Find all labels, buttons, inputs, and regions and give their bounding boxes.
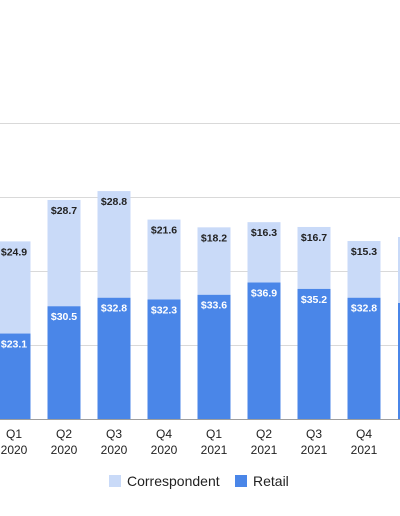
legend-label-retail: Retail	[253, 473, 289, 489]
data-label-correspondent: $28.7	[51, 205, 77, 217]
x-tick-label-year: 2021	[301, 443, 328, 457]
bar-correspondent	[247, 222, 281, 283]
data-label-retail: $32.8	[351, 303, 377, 315]
bar-correspondent	[297, 226, 331, 289]
data-labels: $23.1 $24.9 $30.5 $28.7 $32.8 $28.8 $32.3 $21.6…	[1, 196, 377, 350]
x-tick-label-quarter: Q3	[106, 427, 122, 441]
data-label-correspondent: $15.3	[351, 246, 377, 258]
data-label-retail: $36.9	[251, 287, 277, 299]
bar-correspondent	[147, 219, 181, 300]
data-label-correspondent: $16.7	[301, 232, 327, 244]
bar-retail	[197, 294, 231, 419]
bars	[0, 191, 381, 419]
x-tick-label-year: 2020	[101, 443, 128, 457]
x-tick-label-quarter: Q1	[6, 427, 22, 441]
x-tick-label-quarter: Q2	[56, 427, 72, 441]
x-tick-label-year: 2021	[201, 443, 228, 457]
data-label-retail: $23.1	[1, 339, 27, 351]
bar-correspondent	[97, 191, 131, 298]
partial-edge-bars	[398, 237, 400, 419]
bar-correspondent	[47, 199, 81, 307]
bar-retail	[147, 299, 181, 419]
data-label-retail: $30.5	[51, 311, 77, 323]
data-label-retail: $32.3	[151, 304, 177, 316]
bar-retail	[297, 288, 331, 419]
bar-correspondent	[347, 241, 381, 298]
data-label-correspondent: $28.8	[101, 196, 127, 208]
data-label-retail: $32.8	[101, 303, 127, 315]
x-tick-label-quarter: Q2	[256, 427, 272, 441]
bar-retail	[0, 333, 31, 419]
legend-swatch-correspondent	[109, 475, 121, 487]
data-label-retail: $33.6	[201, 300, 227, 312]
legend-swatch-retail	[235, 475, 247, 487]
x-tick-label-quarter: Q1	[206, 427, 222, 441]
data-label-correspondent: $18.2	[201, 232, 227, 244]
bar-correspondent	[0, 241, 31, 334]
data-label-retail: $35.2	[301, 294, 327, 306]
data-label-correspondent: $24.9	[1, 246, 27, 258]
data-label-correspondent: $21.6	[151, 225, 177, 237]
x-tick-label-year: 2020	[151, 443, 178, 457]
edge-bar-correspondent	[398, 237, 400, 303]
legend-label-correspondent: Correspondent	[127, 473, 220, 489]
x-tick-label-year: 2020	[1, 443, 28, 457]
x-tick-label-year: 2020	[51, 443, 78, 457]
bar-correspondent	[197, 227, 231, 295]
x-tick-label-year: 2021	[351, 443, 378, 457]
bar-retail	[97, 297, 131, 419]
bar-retail	[347, 297, 381, 419]
edge-bar-retail	[398, 303, 400, 419]
x-tick-label-quarter: Q3	[306, 427, 322, 441]
x-tick-label-year: 2021	[251, 443, 278, 457]
bar-retail	[247, 282, 281, 419]
x-tick-label-quarter: Q4	[356, 427, 372, 441]
data-label-correspondent: $16.3	[251, 227, 277, 239]
bar-retail	[47, 306, 81, 419]
x-tick-label-quarter: Q4	[156, 427, 172, 441]
legend: Correspondent Retail	[109, 473, 289, 489]
x-axis: Q1 2020 Q2 2020 Q3 2020 Q4 2020 Q1 2021 Q2 2021 Q3 20…	[1, 427, 378, 457]
